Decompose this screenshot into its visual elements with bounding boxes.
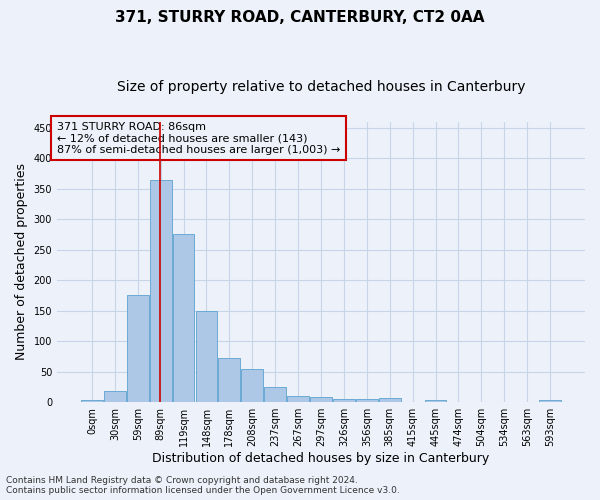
Bar bbox=[127, 296, 149, 402]
Bar bbox=[196, 310, 217, 402]
Text: 371, STURRY ROAD, CANTERBURY, CT2 0AA: 371, STURRY ROAD, CANTERBURY, CT2 0AA bbox=[115, 10, 485, 25]
Bar bbox=[379, 398, 401, 402]
Bar bbox=[333, 399, 355, 402]
Title: Size of property relative to detached houses in Canterbury: Size of property relative to detached ho… bbox=[117, 80, 525, 94]
Bar bbox=[150, 180, 172, 402]
Text: 371 STURRY ROAD: 86sqm
← 12% of detached houses are smaller (143)
87% of semi-de: 371 STURRY ROAD: 86sqm ← 12% of detached… bbox=[57, 122, 340, 155]
Bar bbox=[425, 400, 446, 402]
Bar bbox=[173, 234, 194, 402]
Bar bbox=[287, 396, 309, 402]
Bar bbox=[104, 391, 126, 402]
Bar bbox=[81, 400, 103, 402]
Y-axis label: Number of detached properties: Number of detached properties bbox=[15, 164, 28, 360]
Text: Contains HM Land Registry data © Crown copyright and database right 2024.
Contai: Contains HM Land Registry data © Crown c… bbox=[6, 476, 400, 495]
Bar bbox=[265, 387, 286, 402]
Bar bbox=[356, 399, 378, 402]
Bar bbox=[310, 398, 332, 402]
Bar bbox=[218, 358, 240, 402]
Bar bbox=[539, 400, 561, 402]
X-axis label: Distribution of detached houses by size in Canterbury: Distribution of detached houses by size … bbox=[152, 452, 490, 465]
Bar bbox=[241, 368, 263, 402]
